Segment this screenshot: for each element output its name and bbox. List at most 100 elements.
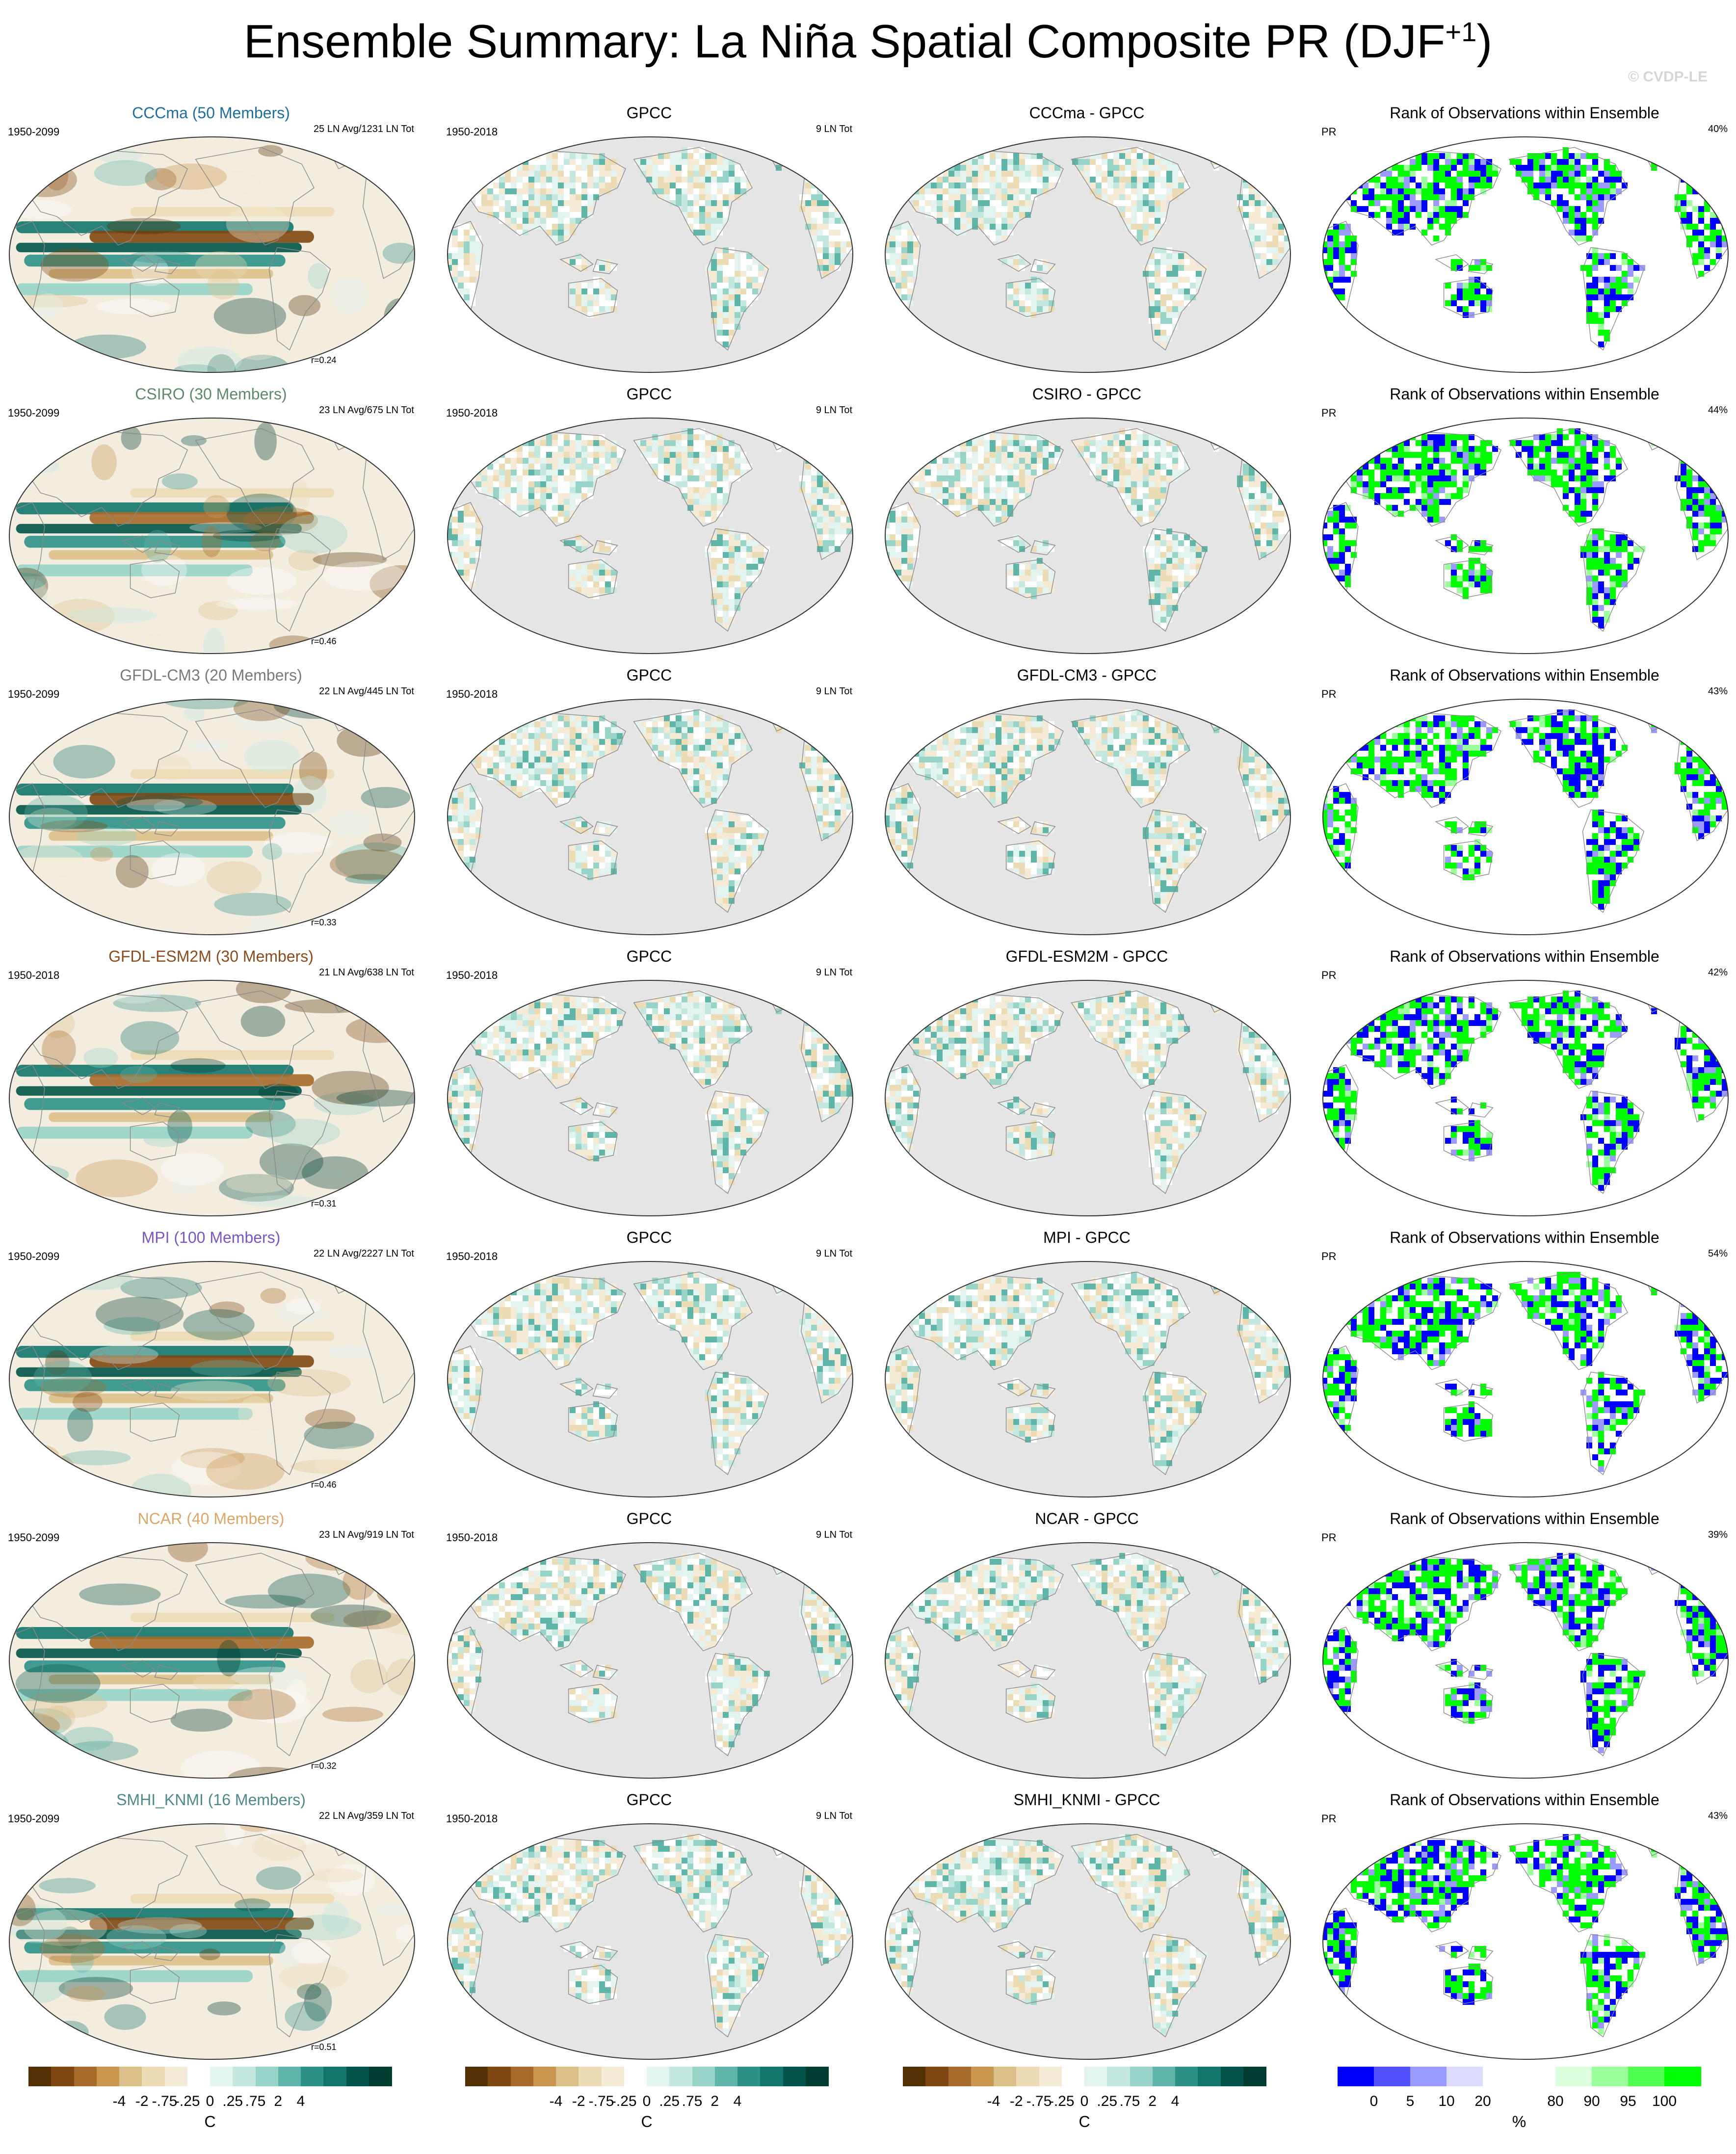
variable-label: PR [1321,407,1337,419]
colorbar-tick-label: 0 [1080,2093,1089,2109]
colorbar-unit: % [1512,2113,1526,2130]
colorbar-swatch [760,2067,783,2086]
panel-title: GPCC [626,666,672,684]
colorbar-tick-label: -.25 [611,2093,637,2109]
panel-title: Rank of Observations within Ensemble [1390,1229,1659,1246]
colorbar-tick-label: -.25 [174,2093,200,2109]
world-map [885,1261,1291,1497]
colorbar-tick-label: 0 [1369,2093,1378,2109]
colorbar-tick-label: 100 [1652,2093,1677,2109]
variable-label: PR [1321,126,1337,138]
period-label: 1950-2018 [446,126,498,138]
panel-title: GFDL-CM3 (20 Members) [120,666,302,684]
colorbar-swatch [1447,2067,1483,2086]
diff-panel: NCAR - GPCC [876,1508,1298,1783]
colorbar-swatch [714,2067,738,2086]
colorbar-unit: C [641,2113,653,2130]
colorbar-tick-label: -.75 [1026,2093,1052,2109]
colorbar-tick-label: .75 [1119,2093,1140,2109]
colorbar-swatch [692,2067,715,2086]
obs-panel: GPCC 1950-2018 9 LN Tot [438,946,860,1220]
colorbar-swatch [142,2067,165,2086]
world-map [9,1542,415,1779]
variable-label: PR [1321,1531,1337,1544]
percent-label: 54% [1708,1248,1728,1259]
colorbar-tick-label: .25 [659,2093,680,2109]
diff-panel: SMHI_KNMI - GPCC [876,1789,1298,2064]
colorbar-tick-label: -.25 [1049,2093,1075,2109]
colorbar-swatch [994,2067,1017,2086]
panel-title: Rank of Observations within Ensemble [1390,666,1659,684]
obs-panel: GPCC 1950-2018 9 LN Tot [438,1508,860,1783]
correlation-label: r=0.46 [311,636,337,646]
colorbar-swatch [1664,2067,1701,2086]
panel-title: MPI (100 Members) [141,1229,281,1246]
variable-label: PR [1321,1250,1337,1262]
panel-title: GPCC [626,947,672,965]
colorbar-swatch [1130,2067,1153,2086]
rank-map [1322,136,1729,373]
model-panel: CSIRO (30 Members) 1950-2099 23 LN Avg/675… [0,383,422,658]
world-map [447,136,853,373]
colorbar-tick-label: -4 [987,2093,1000,2109]
colorbar-swatch [465,2067,488,2086]
colorbar-swatch [1628,2067,1665,2086]
world-map [9,1823,415,2060]
diff-panel: CSIRO - GPCC [876,383,1298,658]
colorbar-tick-label: 2 [274,2093,283,2109]
panel-title: GPCC [626,1791,672,1809]
world-map [447,1542,853,1779]
colorbar-swatch [51,2067,74,2086]
event-count-label: 9 LN Tot [815,1529,852,1540]
colorbar-swatch [96,2067,120,2086]
period-label: 1950-2099 [8,688,60,700]
colorbar-swatch [948,2067,972,2086]
model-panel: GFDL-CM3 (20 Members) 1950-2099 22 LN Avg/… [0,664,422,939]
colorbar-swatch [488,2067,511,2086]
correlation-label: r=0.32 [311,1761,337,1771]
colorbar-tick-label: 80 [1547,2093,1564,2109]
rank-panel: Rank of Observations within Ensemble PR 44… [1314,383,1736,658]
world-map [885,699,1291,935]
world-map [9,699,415,935]
colorbar-swatch [805,2067,829,2086]
period-label: 1950-2018 [446,1531,498,1544]
variable-label: PR [1321,969,1337,981]
panel-title: NCAR (40 Members) [137,1510,285,1527]
model-panel: NCAR (40 Members) 1950-2099 23 LN Avg/919 … [0,1508,422,1783]
event-count-label: 22 LN Avg/359 LN Tot [319,1811,414,1821]
panel-title: GFDL-CM3 - GPCC [1017,666,1157,684]
period-label: 1950-2099 [8,1531,60,1544]
colorbar-swatch [1483,2067,1520,2086]
world-map [9,136,415,373]
page-title: Ensemble Summary: La Niña Spatial Compos… [243,15,1493,68]
period-label: 1950-2099 [8,407,60,419]
event-count-label: 9 LN Tot [815,1248,852,1259]
obs-panel: GPCC 1950-2018 9 LN Tot [438,1227,860,1501]
percent-label: 39% [1708,1529,1728,1540]
colorbar-swatch [1374,2067,1411,2086]
colorbar-swatch [74,2067,97,2086]
panel-title: SMHI_KNMI (16 Members) [116,1791,306,1809]
model-panel: CCCma (50 Members) 1950-2099 25 LN Avg/123… [0,102,422,377]
colorbar-tick-label: 4 [1171,2093,1180,2109]
colorbar-swatch [669,2067,692,2086]
rank-panel: Rank of Observations within Ensemble PR 54… [1314,1227,1736,1501]
colorbar-unit: C [204,2113,216,2130]
colorbar-swatch [164,2067,188,2086]
period-label: 1950-2018 [446,688,498,700]
world-map [447,980,853,1216]
panel-title: GFDL-ESM2M - GPCC [1005,947,1168,965]
colorbar-tick-label: 20 [1474,2093,1491,2109]
rank-panel: Rank of Observations within Ensemble PR 43… [1314,1789,1736,2064]
rank-map [1322,1823,1729,2060]
colorbar-tick-label: .25 [1097,2093,1118,2109]
colorbar-swatch [556,2067,579,2086]
variable-label: PR [1321,1813,1337,1825]
colorbar-swatch [737,2067,761,2086]
colorbar-swatch [1152,2067,1176,2086]
rank-panel: Rank of Observations within Ensemble PR 42… [1314,946,1736,1220]
model-panel: MPI (100 Members) 1950-2099 22 LN Avg/2227… [0,1227,422,1501]
panel-title: CSIRO (30 Members) [135,385,287,403]
colorbar-tick-label: 4 [733,2093,742,2109]
